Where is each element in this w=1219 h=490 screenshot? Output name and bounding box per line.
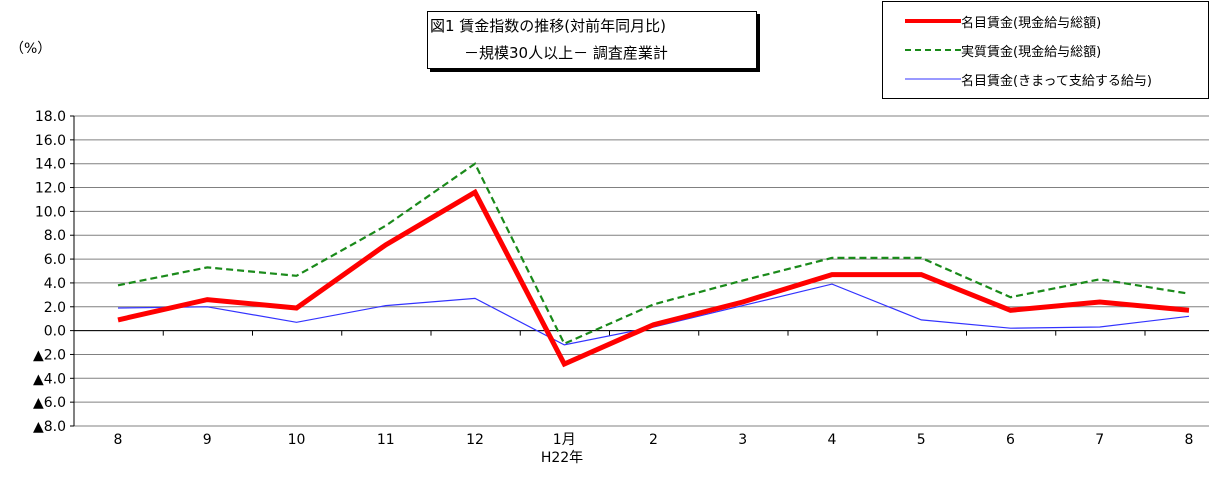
x-tick-label: 2 [649,432,658,448]
legend-item-real-total: 実質賃金(現金給与総額) [883,39,1208,61]
y-tick-label: 10.0 [35,204,66,220]
x-tick-label: 1月 [553,432,576,448]
y-axis-unit: （%） [10,41,52,57]
x-tick-label: 5 [917,432,926,448]
legend-swatch-blue-thin [905,78,961,80]
x-tick-label: 7 [1095,432,1104,448]
y-tick-label: ▲8.0 [33,419,66,435]
series-line-1 [117,162,1190,346]
x-tick-labels: 8 9 10 11 12 1月 2 3 4 5 6 7 8 [114,432,1194,448]
y-tick-label: ▲6.0 [33,395,66,411]
x-tick-label: 10 [288,432,306,448]
legend-label-nominal-total: 名目賃金(現金給与総額) [961,16,1102,31]
y-tick-label: 12.0 [35,181,66,197]
x-tick-label: 3 [738,432,747,448]
x-tick-label: 11 [377,432,395,448]
y-tick-label: 2.0 [44,300,66,316]
legend: 名目賃金(現金給与総額) 実質賃金(現金給与総額) 名目賃金(きまって支給する給… [882,1,1209,99]
y-tick-label: ▲2.0 [33,347,66,363]
series-line-0 [117,188,1190,368]
y-tick-labels: 18.0 16.0 14.0 12.0 10.0 8.0 6.0 4.0 2.0 0.0 ▲2.0 ▲… [33,109,66,435]
chart-title-line2: －規模30人以上－ 調査産業計 [464,44,668,62]
legend-label-nominal-fixed: 名目賃金(きまって支給する給与) [961,74,1152,89]
y-tick-label: 18.0 [35,109,66,125]
x-tick-label: 9 [203,432,212,448]
grid-lines [74,115,1209,427]
legend-swatch-red-thick [905,19,961,23]
y-tick-label: 14.0 [35,157,66,173]
chart-title-line1: 図1 賃金指数の推移(対前年同月比) [430,17,667,35]
legend-label-real-total: 実質賃金(現金給与総額) [961,45,1102,60]
y-tick-label: 6.0 [44,252,66,268]
y-tick-label: ▲4.0 [33,371,66,387]
y-tick-label: 16.0 [35,133,66,149]
legend-item-nominal-fixed: 名目賃金(きまって支給する給与) [883,68,1208,90]
x-axis-sublabel: H22年 [541,450,583,466]
x-tick-label: 8 [114,432,123,448]
chart-title-box: 図1 賃金指数の推移(対前年同月比) －規模30人以上－ 調査産業計 [427,11,757,69]
x-tick-label: 12 [466,432,484,448]
legend-item-nominal-total: 名目賃金(現金給与総額) [883,10,1208,32]
x-tick-label: 8 [1185,432,1194,448]
x-tick-label: 6 [1006,432,1015,448]
y-tick-label: 4.0 [44,276,66,292]
series-lines [117,162,1190,368]
legend-swatch-green-dashed [905,49,961,51]
x-tick-label: 4 [828,432,837,448]
y-tick-label: 8.0 [44,228,66,244]
y-tick-label: 0.0 [44,324,66,340]
